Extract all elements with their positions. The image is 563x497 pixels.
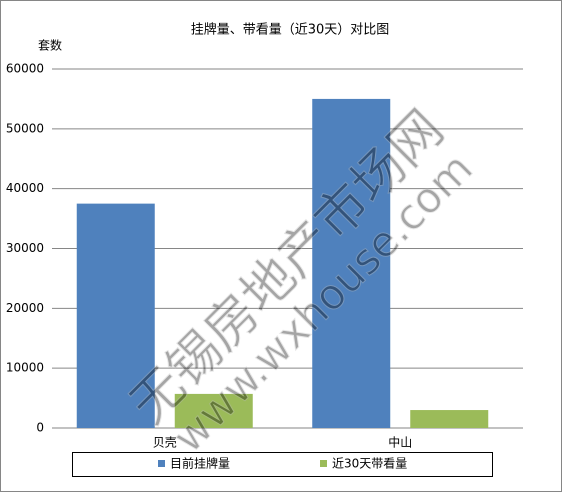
- y-tick-label: 50000: [6, 121, 44, 135]
- legend-swatch: [158, 460, 165, 467]
- y-tick-label: 60000: [6, 62, 44, 76]
- x-tick-label: 贝壳: [153, 436, 177, 450]
- legend-label: 目前挂牌量: [170, 456, 230, 471]
- legend-swatch: [320, 460, 327, 467]
- y-tick-label: 10000: [6, 361, 44, 375]
- chart-title: 挂牌量、带看量（近30天）对比图: [191, 22, 390, 38]
- y-tick-label: 0: [36, 421, 44, 435]
- y-tick-label: 20000: [6, 301, 44, 315]
- bar: [76, 203, 155, 428]
- y-axis-label: 套数: [38, 38, 62, 53]
- y-tick-label: 30000: [6, 241, 44, 255]
- y-tick-label: 40000: [6, 181, 44, 195]
- bar: [410, 410, 489, 428]
- legend-box: [72, 452, 493, 477]
- bar: [174, 393, 253, 428]
- x-tick-label: 中山: [388, 435, 412, 450]
- bar: [312, 98, 391, 429]
- legend-label: 近30天带看量: [332, 457, 407, 471]
